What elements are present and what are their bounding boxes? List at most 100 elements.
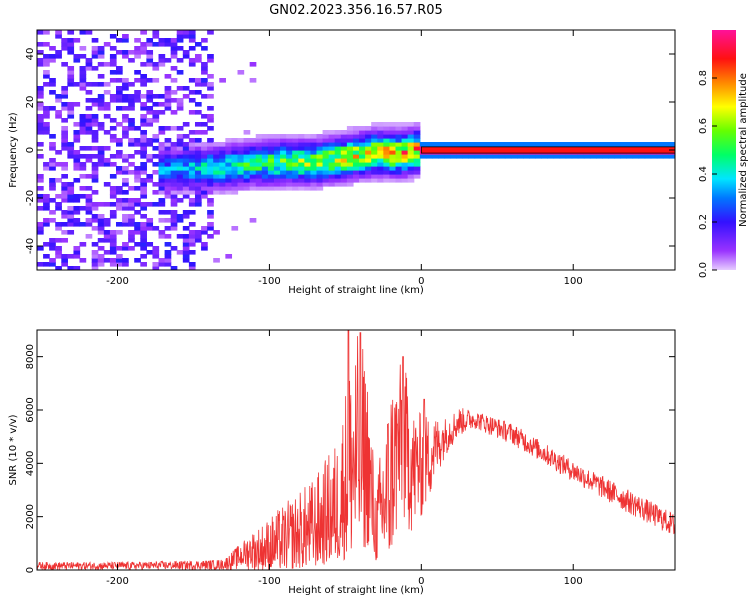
heatmap-cell [243,170,251,175]
heatmap-cell [371,166,378,171]
heatmap-cell [122,130,129,135]
heatmap-cell [49,158,56,163]
heatmap-cell [456,142,463,147]
heatmap-cell [158,218,166,223]
heatmap-cell [280,174,287,179]
heatmap-cell [79,54,87,59]
heatmap-cell [194,110,202,115]
heatmap-cell [79,258,87,263]
heatmap-cell [194,122,202,127]
heatmap-cell [37,178,44,183]
heatmap-cell [328,158,336,163]
heatmap-cell [389,122,397,127]
heatmap-cell [91,66,99,71]
heatmap-cell [97,262,105,267]
heatmap-cell [67,222,75,227]
heatmap-cell [73,266,81,270]
heatmap-cell [61,146,68,151]
heatmap-cell [182,258,190,263]
heatmap-cell [55,98,62,103]
heatmap-cell [140,254,147,259]
heatmap-cell [122,154,129,159]
heatmap-cell [122,78,129,83]
heatmap-cell [267,138,275,143]
heatmap-cell [413,138,421,143]
heatmap-cell [194,182,202,187]
heatmap-cell [158,62,166,67]
heatmap-cell [43,206,50,211]
heatmap-cell [261,146,269,151]
heatmap-cell [91,118,99,123]
heatmap-cell [140,226,147,231]
heatmap-cell [237,146,245,151]
heatmap-cell [140,102,147,107]
colorbar-tick-label: 0.4 [698,166,709,182]
heatmap-cell [207,114,214,119]
heatmap-cell [164,170,172,175]
heatmap-cell [188,262,196,267]
heatmap-cell [152,170,160,175]
heatmap-cell [158,130,166,135]
heatmap-cell [201,142,208,147]
heatmap-cell [213,158,220,163]
heatmap-cell [292,170,299,175]
heatmap-cell [170,90,178,95]
heatmap-cell [249,78,257,83]
heatmap-cell [109,54,117,59]
heatmap-cell [103,114,111,119]
heatmap-cell [328,174,336,179]
heatmap-cell [377,162,384,167]
heatmap-cell [182,250,190,255]
heatmap-cell [371,134,378,139]
heatmap-cell [504,142,512,147]
heatmap-cell [310,150,318,155]
heatmap-cell [182,190,190,195]
heatmap-cell [365,154,372,159]
heatmap-cell [273,142,281,147]
heatmap-cell [322,178,330,183]
heatmap-cell [37,58,44,63]
heatmap-cell [170,162,178,167]
heatmap-cell [55,30,62,35]
heatmap-cell [49,218,56,223]
heatmap-cell [194,194,202,199]
heatmap-cell [79,46,87,51]
heatmap-cell [176,218,184,223]
heatmap-cell [377,170,384,175]
heatmap-cell [182,210,190,215]
heatmap-cell [371,150,378,155]
heatmap-cell [286,158,293,163]
heatmap-cell [146,218,154,223]
heatmap-cell [188,178,196,183]
heatmap-cell [371,142,378,147]
heatmap-cell [37,174,44,179]
heatmap-cell [109,134,117,139]
heatmap-cell [182,166,190,171]
heatmap-cell [608,154,615,159]
heatmap-cell [352,166,360,171]
heatmap-cell [43,42,50,47]
heatmap-cell [316,142,324,147]
heatmap-cell [152,202,160,207]
heatmap-cell [541,142,548,147]
heatmap-cell [182,246,190,251]
heatmap-cell [292,134,299,139]
heatmap-cell [158,102,166,107]
heatmap-cell [194,166,202,171]
heatmap-cell [103,218,111,223]
heatmap-cell [134,54,141,59]
heatmap-cell [182,194,190,199]
heatmap-cell [377,166,384,171]
heatmap-cell [115,262,123,267]
heatmap-cell [170,190,178,195]
heatmap-cell [67,102,75,107]
heatmap-cell [140,134,147,139]
heatmap-cell [182,50,190,55]
heatmap-cell [201,174,208,179]
heatmap-cell [37,94,44,99]
y-tick-label: -20 [25,190,36,206]
heatmap-cell [571,154,579,159]
heatmap-cell [97,218,105,223]
heatmap-cell [134,90,141,95]
heatmap-cell [55,162,62,167]
